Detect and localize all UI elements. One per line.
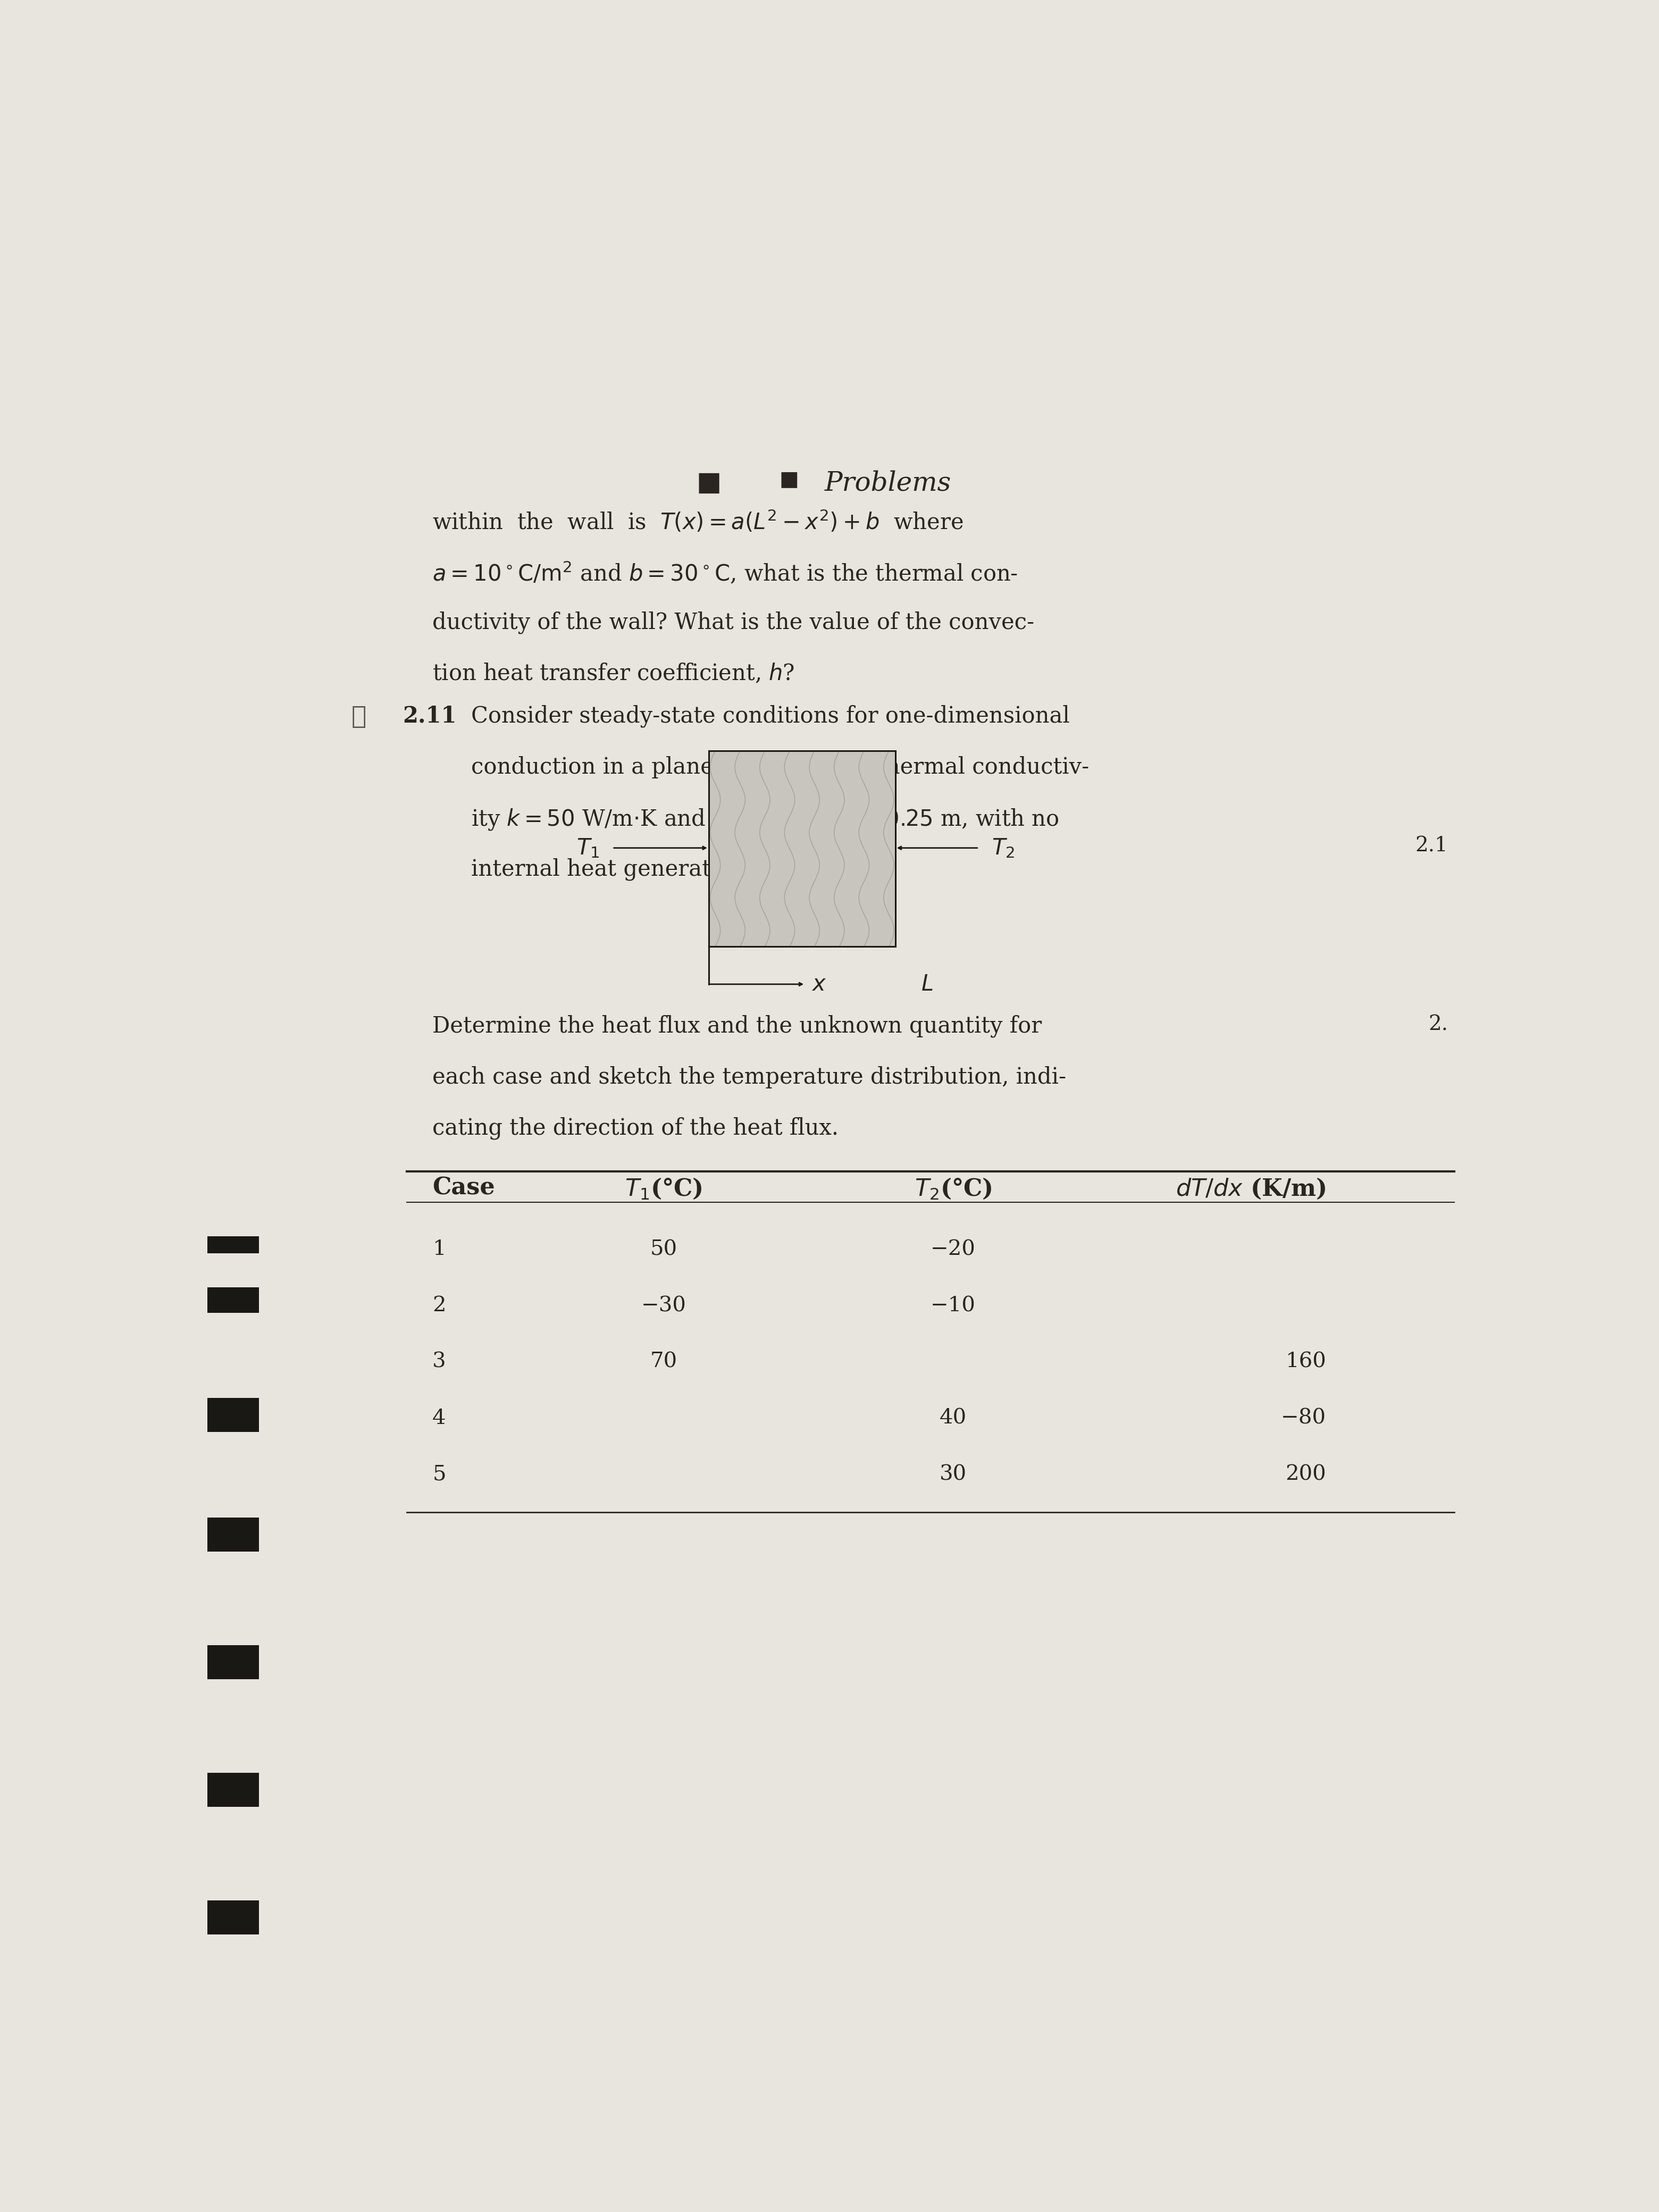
Text: $dT/dx$ (K/m): $dT/dx$ (K/m) bbox=[1176, 1177, 1326, 1201]
FancyBboxPatch shape bbox=[207, 1237, 259, 1254]
Text: internal heat generation.: internal heat generation. bbox=[471, 858, 753, 880]
Text: ■: ■ bbox=[697, 469, 1004, 495]
FancyBboxPatch shape bbox=[207, 1517, 259, 1551]
Text: $x$: $x$ bbox=[811, 973, 826, 995]
Text: 2.11: 2.11 bbox=[403, 706, 456, 728]
Text: 40: 40 bbox=[939, 1409, 967, 1429]
Text: 50: 50 bbox=[650, 1239, 677, 1259]
Text: Consider steady-state conditions for one-dimensional: Consider steady-state conditions for one… bbox=[471, 706, 1070, 728]
Text: $T_2$(°C): $T_2$(°C) bbox=[914, 1177, 992, 1201]
Text: 160: 160 bbox=[1286, 1352, 1326, 1371]
Text: tion heat transfer coefficient, $h$?: tion heat transfer coefficient, $h$? bbox=[433, 661, 795, 686]
Text: −30: −30 bbox=[642, 1296, 687, 1316]
Text: ity $k = 50$ W/m$\cdot$K and a thickness $L = 0.25$ m, with no: ity $k = 50$ W/m$\cdot$K and a thickness… bbox=[471, 807, 1058, 832]
Text: −10: −10 bbox=[931, 1296, 975, 1316]
Text: ■: ■ bbox=[780, 469, 800, 489]
FancyBboxPatch shape bbox=[207, 1772, 259, 1807]
Text: 70: 70 bbox=[650, 1352, 677, 1371]
Text: $T_1$: $T_1$ bbox=[576, 836, 599, 858]
Text: −80: −80 bbox=[1281, 1409, 1326, 1429]
Text: 5: 5 bbox=[433, 1464, 446, 1484]
Text: 2: 2 bbox=[433, 1296, 446, 1316]
Text: 30: 30 bbox=[939, 1464, 967, 1484]
Text: Determine the heat flux and the unknown quantity for: Determine the heat flux and the unknown … bbox=[433, 1015, 1042, 1037]
Text: Problems: Problems bbox=[825, 469, 951, 495]
FancyBboxPatch shape bbox=[207, 1646, 259, 1679]
Bar bbox=[708, 750, 896, 947]
Text: 3: 3 bbox=[433, 1352, 446, 1371]
Text: 200: 200 bbox=[1286, 1464, 1326, 1484]
Text: within  the  wall  is  $T(x) = a(L^2 - x^2) + b$  where: within the wall is $T(x) = a(L^2 - x^2) … bbox=[433, 509, 964, 535]
Text: $T_2$: $T_2$ bbox=[992, 836, 1015, 858]
Text: each case and sketch the temperature distribution, indi-: each case and sketch the temperature dis… bbox=[433, 1066, 1067, 1088]
FancyBboxPatch shape bbox=[207, 1900, 259, 1936]
FancyBboxPatch shape bbox=[207, 1398, 259, 1431]
Text: $a = 10^\circ\mathrm{C/m^2}$ and $b = 30^\circ\mathrm{C}$, what is the thermal c: $a = 10^\circ\mathrm{C/m^2}$ and $b = 30… bbox=[433, 560, 1019, 586]
Text: ductivity of the wall? What is the value of the convec-: ductivity of the wall? What is the value… bbox=[433, 611, 1034, 635]
Text: ★: ★ bbox=[352, 706, 367, 730]
Text: $T_1$(°C): $T_1$(°C) bbox=[625, 1177, 702, 1201]
Text: conduction in a plane wall having a thermal conductiv-: conduction in a plane wall having a ther… bbox=[471, 757, 1088, 779]
Text: Case: Case bbox=[433, 1177, 494, 1199]
FancyBboxPatch shape bbox=[207, 1287, 259, 1314]
Text: 2.: 2. bbox=[1428, 1015, 1448, 1035]
Text: $L$: $L$ bbox=[921, 973, 932, 995]
Text: 4: 4 bbox=[433, 1409, 446, 1429]
Text: −20: −20 bbox=[931, 1239, 975, 1259]
Text: cating the direction of the heat flux.: cating the direction of the heat flux. bbox=[433, 1117, 838, 1139]
Text: 1: 1 bbox=[433, 1239, 446, 1259]
Text: 2.1: 2.1 bbox=[1415, 836, 1448, 856]
